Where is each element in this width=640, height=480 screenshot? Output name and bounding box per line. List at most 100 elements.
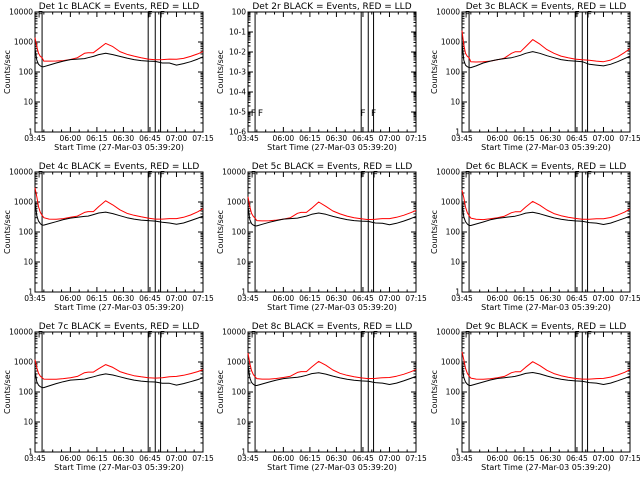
flag-marker: F [465, 170, 470, 180]
y-tick-label: 10000 [9, 328, 33, 337]
panel-title: Det 7c BLACK = Events, RED = LLD [39, 322, 200, 332]
x-tick-label: 06:00 [60, 294, 82, 303]
series-events-line [247, 206, 417, 227]
y-tick-label: 1 [28, 448, 33, 457]
x-tick-label: 03:45 [451, 454, 473, 463]
flag-marker: F [160, 170, 165, 180]
flag-marker: F [251, 170, 256, 180]
x-tick-label: 06:45 [352, 294, 374, 303]
flag-marker: F [38, 10, 43, 20]
panel-1: Det 1c BLACK = Events, RED = LLD 1 10 100 10… [3, 2, 214, 152]
y-tick-label: 10000 [222, 328, 246, 337]
series-events-line [461, 43, 631, 69]
plot-frame [247, 171, 417, 293]
x-tick-label: 07:00 [166, 134, 188, 143]
x-tick-label: 06:30 [113, 454, 135, 463]
y-tick-label: 10 [236, 418, 246, 427]
y-tick-label: 100 [19, 68, 34, 77]
x-tick-label: 06:45 [566, 454, 588, 463]
panel-7: Det 7c BLACK = Events, RED = LLD 1 10 100 10… [3, 322, 214, 472]
x-tick-label: 03:45 [24, 454, 46, 463]
x-tick-label: 06:00 [273, 294, 295, 303]
y-tick-label: 10000 [436, 168, 460, 177]
panel-title: Det 5c BLACK = Events, RED = LLD [252, 162, 413, 172]
panel-title: Det 3c BLACK = Events, RED = LLD [466, 2, 627, 12]
x-tick-label: 06:30 [326, 134, 348, 143]
y-axis-label: Counts/sec [3, 210, 12, 254]
x-axis-label: Start Time (27-Mar-03 05:39:20) [54, 303, 184, 312]
x-tick-label: 07:15 [619, 294, 640, 303]
y-tick-label: 1 [241, 288, 246, 297]
x-tick-label: 06:30 [540, 134, 562, 143]
panel-5: Det 5c BLACK = Events, RED = LLD 1 10 100 10… [216, 162, 427, 312]
series-lld-line [247, 352, 417, 380]
flag-marker: F [147, 330, 152, 340]
x-tick-label: 03:45 [24, 134, 46, 143]
y-tick-label: 1000 [14, 358, 33, 367]
y-tick-label: 1 [28, 288, 33, 297]
flag-marker: F [38, 170, 43, 180]
y-axis-label: Counts/sec [3, 370, 12, 414]
flag-marker: F [38, 330, 43, 340]
x-tick-label: 07:00 [593, 134, 615, 143]
series-events-line [34, 370, 204, 389]
y-tick-label: 100 [232, 8, 247, 17]
x-tick-label: 06:00 [273, 134, 295, 143]
series-lld-line [34, 37, 204, 62]
x-tick-label: 06:15 [86, 134, 108, 143]
flag-marker: F [587, 330, 592, 340]
series-events-line [247, 364, 417, 386]
series-lld-line [461, 30, 631, 63]
y-tick-label: 100 [446, 388, 461, 397]
y-axis-label: Counts/sec [430, 50, 439, 94]
y-axis-label: Counts/sec [430, 210, 439, 254]
x-tick-label: 07:15 [192, 454, 214, 463]
flag-marker: F [147, 170, 152, 180]
x-tick-label: 07:15 [619, 134, 640, 143]
y-tick-label: 10 [23, 258, 33, 267]
x-tick-label: 06:15 [299, 294, 321, 303]
y-tick-label: 10 [236, 258, 246, 267]
plot-frame [34, 171, 204, 293]
x-tick-label: 07:00 [593, 454, 615, 463]
x-tick-label: 03:45 [237, 454, 259, 463]
x-tick-label: 06:30 [326, 454, 348, 463]
x-tick-label: 07:15 [405, 294, 427, 303]
y-tick-label: 10 [450, 258, 460, 267]
series-lld-line [461, 189, 631, 221]
x-tick-label: 06:15 [513, 294, 535, 303]
panel-8: Det 8c BLACK = Events, RED = LLD 1 10 100 10… [216, 322, 427, 472]
series-lld-line [34, 359, 204, 380]
x-axis-label: Start Time (27-Mar-03 05:39:20) [54, 143, 184, 152]
flag-marker: F [587, 170, 592, 180]
y-axis-label: Counts/sec [216, 210, 225, 254]
plot-frame [461, 11, 631, 133]
panel-title: Det 6c BLACK = Events, RED = LLD [466, 162, 627, 172]
flag-marker: F [160, 10, 165, 20]
x-axis-label: Start Time (27-Mar-03 05:39:20) [481, 463, 611, 472]
flag-marker: F [587, 10, 592, 20]
x-tick-label: 06:45 [139, 454, 161, 463]
series-events-line [461, 364, 631, 386]
flag-marker: F [574, 170, 579, 180]
x-tick-label: 06:15 [513, 454, 535, 463]
x-tick-label: 06:15 [513, 134, 535, 143]
x-tick-label: 06:45 [139, 294, 161, 303]
plot-frame [247, 331, 417, 453]
series-events-line [461, 203, 631, 226]
series-events-line [34, 201, 204, 226]
series-lld-line [247, 196, 417, 222]
x-tick-label: 07:00 [593, 294, 615, 303]
x-tick-label: 06:30 [540, 294, 562, 303]
y-tick-label: 100 [19, 228, 34, 237]
flag-marker: F [574, 330, 579, 340]
flag-marker: F [371, 109, 376, 119]
x-tick-label: 06:00 [487, 294, 509, 303]
x-tick-label: 06:15 [299, 454, 321, 463]
y-tick-label: 1000 [227, 358, 246, 367]
y-tick-label: 10-5 [229, 108, 246, 117]
x-tick-label: 06:00 [487, 134, 509, 143]
x-axis-label: Start Time (27-Mar-03 05:39:20) [267, 303, 397, 312]
y-axis-label: Counts/sec [216, 370, 225, 414]
